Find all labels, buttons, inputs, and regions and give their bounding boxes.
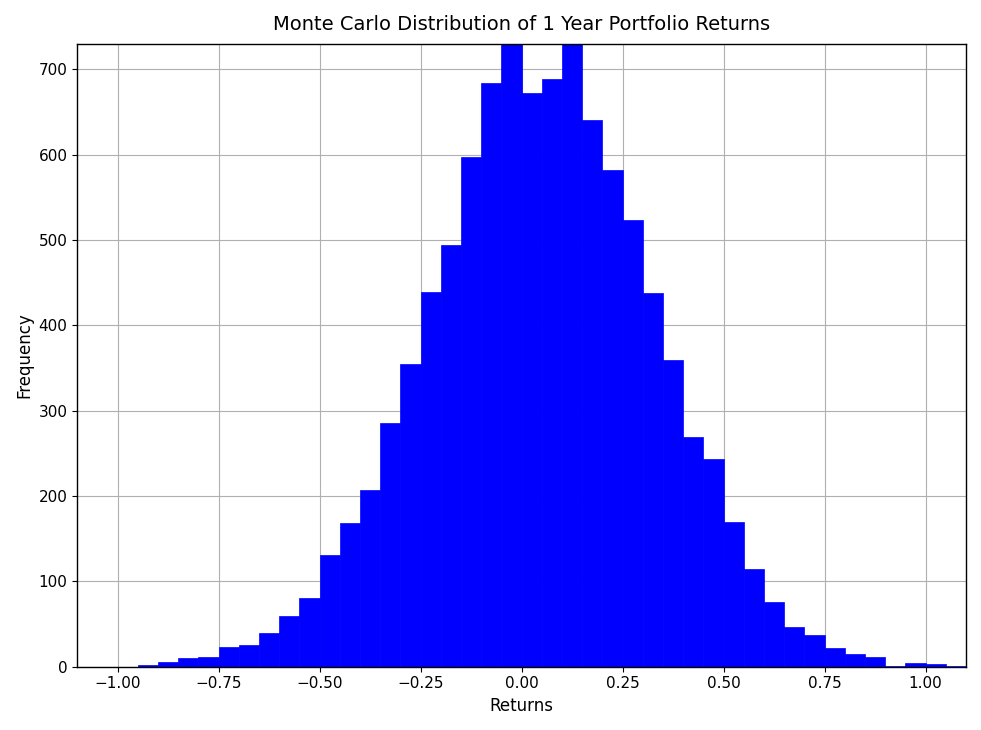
Bar	[683, 437, 703, 666]
Bar	[845, 654, 865, 666]
Bar	[238, 645, 259, 666]
Bar	[299, 598, 320, 666]
Bar	[784, 626, 804, 666]
Bar	[602, 170, 623, 666]
Bar	[339, 523, 360, 666]
Bar	[825, 648, 845, 666]
Bar	[501, 43, 522, 666]
Title: Monte Carlo Distribution of 1 Year Portfolio Returns: Monte Carlo Distribution of 1 Year Portf…	[273, 15, 770, 34]
Bar	[905, 664, 926, 666]
X-axis label: Returns: Returns	[490, 697, 553, 715]
Bar	[400, 364, 421, 666]
Bar	[198, 657, 219, 666]
Bar	[421, 292, 440, 666]
Bar	[138, 665, 158, 666]
Bar	[542, 79, 562, 666]
Bar	[360, 490, 381, 666]
Bar	[461, 156, 482, 666]
Bar	[724, 522, 744, 666]
Bar	[280, 616, 299, 666]
Bar	[623, 220, 643, 666]
Bar	[764, 602, 784, 666]
Bar	[663, 360, 683, 666]
Bar	[259, 634, 280, 666]
Bar	[522, 93, 542, 666]
Bar	[926, 664, 946, 666]
Bar	[158, 662, 179, 666]
Bar	[219, 647, 238, 666]
Bar	[482, 83, 501, 666]
Bar	[744, 569, 764, 666]
Bar	[179, 658, 198, 666]
Bar	[381, 423, 400, 666]
Bar	[643, 293, 663, 666]
Y-axis label: Frequency: Frequency	[15, 312, 33, 398]
Bar	[320, 555, 339, 666]
Bar	[562, 42, 583, 666]
Bar	[804, 635, 825, 666]
Bar	[865, 657, 885, 666]
Bar	[583, 120, 602, 666]
Bar	[440, 245, 461, 666]
Bar	[703, 459, 724, 666]
